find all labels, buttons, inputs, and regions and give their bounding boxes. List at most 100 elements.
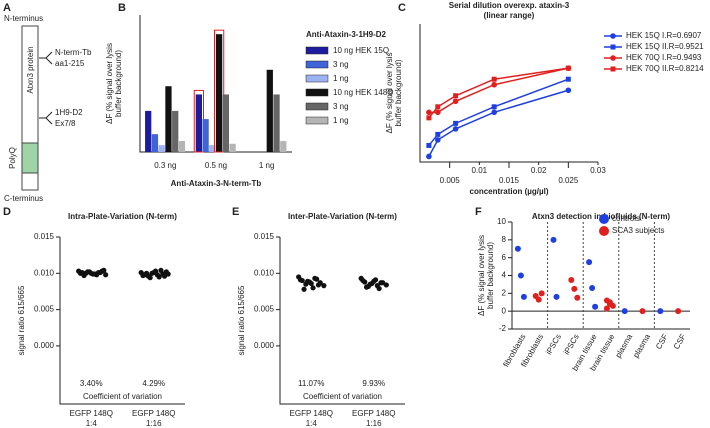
point	[143, 270, 150, 276]
highlight	[214, 29, 225, 153]
legend-label: 3 ng	[333, 60, 349, 69]
point	[435, 137, 441, 143]
chart-title: Serial dilution overexp. ataxin-3	[449, 1, 570, 10]
chart-title: Intra-Plate-Variation (N-term)	[68, 212, 177, 221]
annotation: 9.93%	[362, 379, 385, 388]
point	[565, 65, 571, 71]
point	[589, 284, 596, 291]
antibody-epitope: aa1-215	[55, 59, 85, 68]
x-tick-label: 1:16	[366, 419, 382, 428]
point	[363, 284, 370, 290]
point	[517, 272, 524, 279]
point	[565, 76, 571, 82]
point	[367, 281, 373, 287]
point	[435, 131, 441, 137]
point	[606, 299, 613, 306]
panel-label: E	[232, 206, 239, 218]
point	[657, 308, 664, 315]
legend-marker	[610, 66, 616, 72]
x-tick-label: 1:4	[306, 419, 318, 428]
x-tick-label: 1 ng	[259, 161, 275, 170]
y-tick-label: 10	[497, 217, 506, 226]
point	[297, 277, 304, 283]
bar	[209, 145, 216, 152]
bar	[266, 69, 273, 152]
y-tick-label: 6	[502, 253, 507, 262]
x-tick-label: 1:16	[146, 419, 162, 428]
x-tick-label: 0.005	[440, 176, 461, 185]
legend-label: HEK 70Q II.R=0.8214	[626, 64, 704, 73]
point	[491, 109, 497, 116]
bar	[151, 134, 159, 152]
legend-label: 10 ng HEK 15Q	[333, 46, 389, 55]
bar	[273, 94, 280, 152]
y-axis-label: signal ratio 615/665	[17, 285, 26, 355]
legend-swatch	[305, 46, 329, 55]
y-tick-label: 0.010	[254, 268, 275, 277]
y-axis-label: ΔF (% signal over lysis	[477, 235, 486, 316]
chart-title: (linear range)	[484, 11, 535, 20]
point	[553, 293, 560, 300]
panel-label: C	[398, 2, 406, 14]
point	[321, 283, 327, 289]
point	[308, 280, 314, 287]
point	[491, 81, 497, 88]
x-tick-label: 0.01	[472, 166, 488, 175]
point	[453, 120, 459, 126]
point	[310, 285, 316, 291]
y-axis-label: buffer background)	[486, 242, 495, 309]
legend-swatch	[305, 102, 329, 111]
x-tick-label: 0.5 ng	[205, 161, 227, 170]
y-axis-label: ΔF (% signal over lysis	[105, 43, 114, 124]
point	[99, 268, 105, 274]
point	[535, 296, 542, 303]
annotation: 4.29%	[142, 379, 165, 388]
point	[374, 283, 380, 289]
point	[147, 275, 153, 281]
antibody-name: N-term-Tb	[55, 48, 92, 57]
x-tick-label: CSF	[654, 332, 670, 350]
y-tick-label: 0.005	[254, 305, 275, 314]
point	[491, 104, 497, 110]
panel-label: B	[118, 2, 126, 14]
legend-label: 1 ng	[333, 74, 349, 83]
panel-label: F	[475, 206, 482, 218]
bar	[158, 145, 165, 152]
axes	[139, 15, 292, 153]
y-tick-label: 0.000	[254, 341, 275, 350]
point	[81, 272, 87, 279]
point	[621, 308, 628, 315]
legend-marker	[610, 33, 616, 39]
point	[435, 104, 441, 110]
point	[158, 267, 164, 273]
point	[453, 93, 459, 99]
point	[301, 286, 307, 292]
legend-swatch	[305, 74, 329, 83]
y-axis-label: buffer background)	[114, 50, 123, 117]
bar	[178, 141, 186, 152]
x-tick-label: 0.3 ng	[154, 161, 176, 170]
series-line	[428, 78, 569, 146]
y-tick-label: -2	[499, 324, 507, 333]
y-axis-label: signal ratio 615/665	[237, 285, 246, 355]
point	[452, 98, 459, 105]
point	[491, 76, 497, 82]
point	[603, 305, 610, 312]
legend-marker	[599, 226, 609, 236]
antibody-icon	[39, 51, 53, 65]
axes	[59, 237, 185, 405]
point	[312, 275, 318, 281]
x-tick-label: EGFP 148Q	[132, 409, 175, 418]
legend-label: HEK 15Q I.R=0.6907	[626, 31, 702, 40]
panel-a: A N-terminus Atxn3 protein PolyQ C-termi…	[3, 2, 92, 203]
x-axis-label: Anti-Ataxin-3-N-term-Tb	[171, 179, 262, 188]
point	[639, 308, 646, 315]
axes	[511, 222, 690, 330]
point	[426, 115, 432, 121]
y-tick-label: 0.015	[34, 232, 55, 241]
point	[383, 282, 389, 288]
x-tick-label: 0.03	[590, 166, 606, 175]
x-axis-label: Coefficient of variation	[303, 392, 382, 401]
x-tick-label: EGFP 148Q	[290, 409, 333, 418]
axes	[419, 24, 598, 163]
